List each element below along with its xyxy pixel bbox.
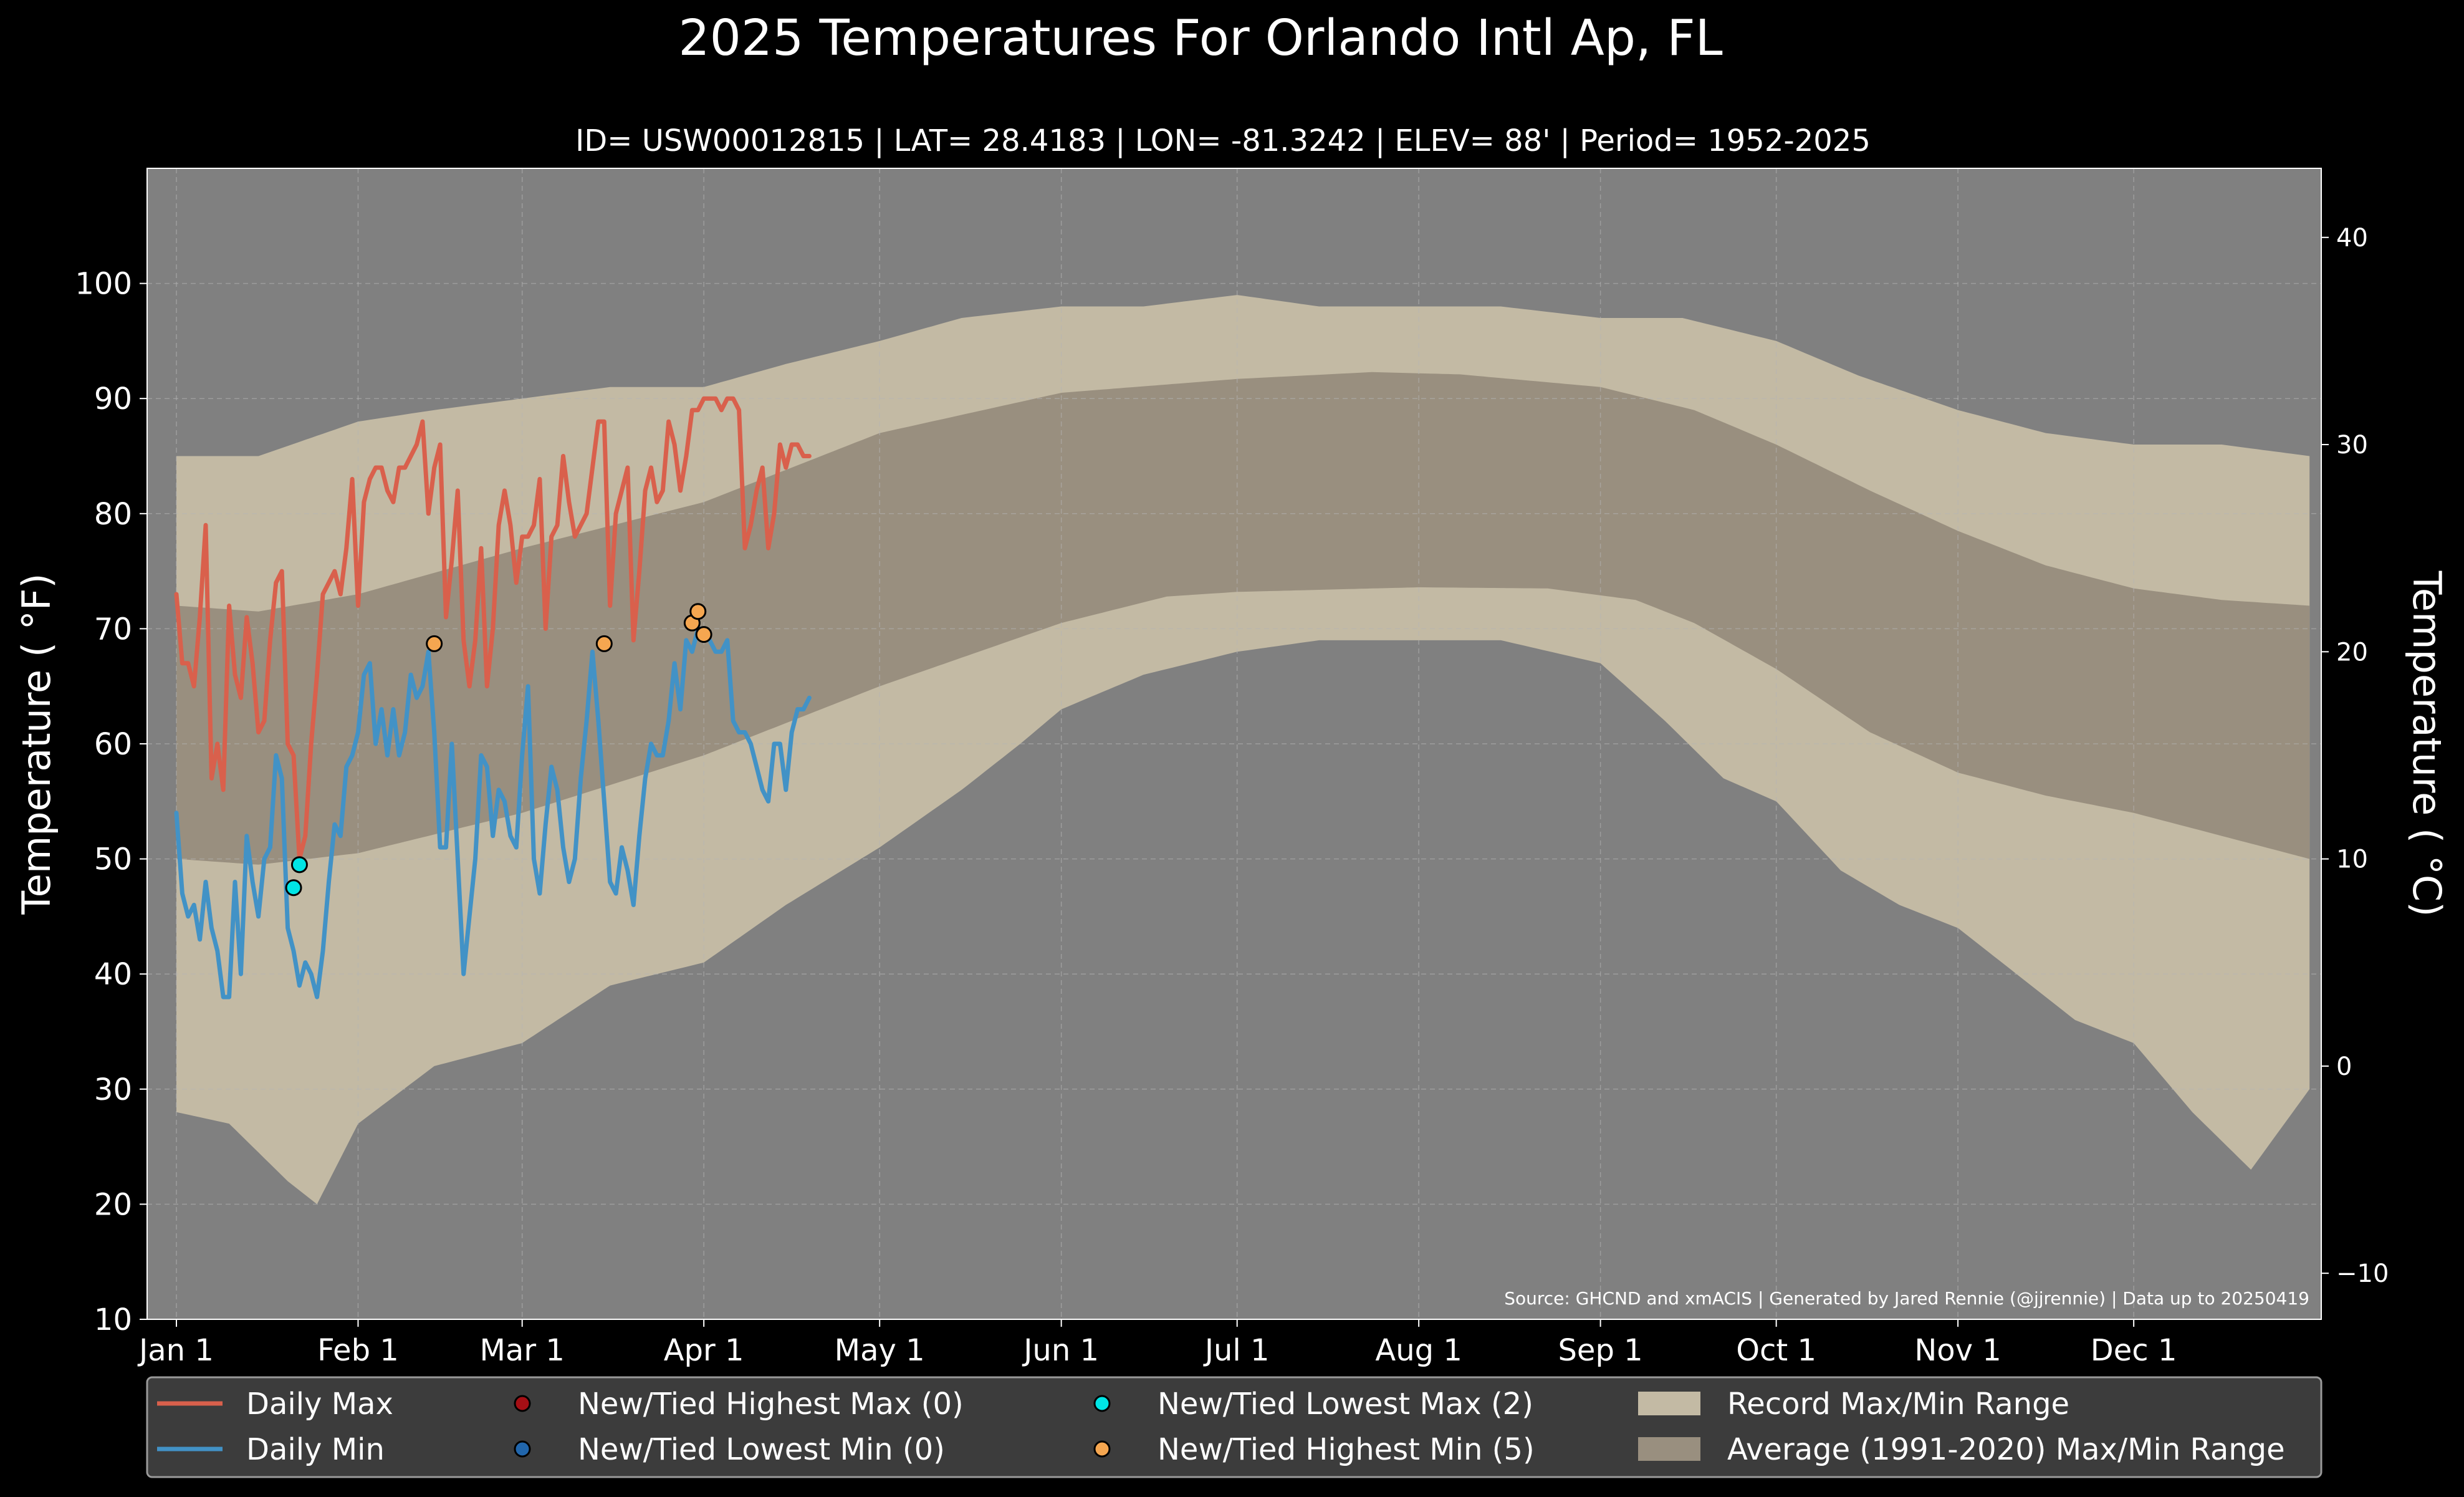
y-right-tick-label: 0: [2336, 1052, 2352, 1081]
daily-max-line: [174, 396, 812, 862]
legend-box: [146, 1376, 2323, 1478]
x-tick-label: Aug 1: [1375, 1333, 1462, 1368]
y-right-tick-label: 40: [2336, 224, 2368, 253]
chart-subtitle: ID= USW00012815 | LAT= 28.4183 | LON= -8…: [575, 123, 1871, 158]
y-tick-label: 60: [94, 727, 132, 762]
y-tick-label: 100: [75, 267, 132, 302]
legend-label: Average (1991-2020) Max/Min Range: [1727, 1432, 2285, 1467]
x-tick-label: Apr 1: [664, 1333, 744, 1368]
legend-swatch-dot: [514, 1395, 531, 1412]
record-markers: [285, 603, 712, 897]
y-tick-label: 10: [94, 1302, 132, 1337]
legend-label: New/Tied Highest Max (0): [578, 1387, 964, 1422]
legend-label: New/Tied Lowest Min (0): [578, 1432, 945, 1467]
y-tick-label: 50: [94, 842, 132, 877]
legend-swatch-patch: [1638, 1437, 1700, 1461]
x-tick-label: Feb 1: [317, 1333, 399, 1368]
y-tick-label: 70: [94, 612, 132, 647]
legend-label: Daily Max: [246, 1387, 393, 1422]
record-marker-point: [689, 603, 707, 620]
record-marker-point: [290, 856, 308, 874]
y-tick-label: 20: [94, 1187, 132, 1222]
y-tick-label: 30: [94, 1072, 132, 1107]
legend-label: New/Tied Lowest Max (2): [1158, 1387, 1533, 1422]
y-tick-label: 90: [94, 382, 132, 416]
legend-swatch-dot: [1093, 1440, 1111, 1458]
x-tick-label: May 1: [835, 1333, 925, 1368]
x-tick-label: Jun 1: [1022, 1333, 1099, 1368]
y-tick-label: 40: [94, 957, 132, 992]
x-tick-label: Mar 1: [480, 1333, 565, 1368]
x-axis: Jan 1 Feb 1 Mar 1 Apr 1 May 1 Jun 1 Jul 1 Aug 1…: [137, 1319, 2177, 1368]
record-marker-point: [426, 635, 443, 652]
y-axis-label-right: Temperature ( °C): [2404, 570, 2450, 917]
y-right-tick-label: 10: [2336, 845, 2368, 874]
y-right-tick-label: −10: [2336, 1259, 2389, 1288]
legend-label: Daily Min: [246, 1432, 385, 1467]
x-tick-label: Oct 1: [1736, 1333, 1816, 1368]
x-tick-label: Jan 1: [137, 1333, 214, 1368]
y-axis-left: 10 20 30 40 50 60 70 80 90 100: [75, 267, 147, 1337]
y-axis-right: −10 0 10 20 30 40: [2321, 224, 2389, 1288]
legend: Daily Max Daily Min New/Tied Highest Max (…: [146, 1376, 2323, 1478]
record-marker-point: [595, 635, 613, 652]
y-axis-label-left: Temperature ( °F): [14, 573, 59, 915]
record-marker-point: [285, 879, 302, 897]
y-right-tick-label: 20: [2336, 638, 2368, 667]
legend-swatch-dot: [514, 1440, 531, 1458]
x-tick-label: Sep 1: [1558, 1333, 1642, 1368]
legend-swatch-patch: [1638, 1392, 1700, 1415]
chart-title: 2025 Temperatures For Orlando Intl Ap, F…: [678, 9, 1722, 67]
record-marker-point: [695, 626, 712, 643]
y-tick-label: 80: [94, 497, 132, 532]
y-right-tick-label: 30: [2336, 431, 2368, 460]
source-note: Source: GHCND and xmACIS | Generated by …: [1504, 1288, 2309, 1309]
x-tick-label: Jul 1: [1203, 1333, 1270, 1368]
legend-label: Record Max/Min Range: [1727, 1387, 2069, 1422]
x-tick-label: Dec 1: [2091, 1333, 2177, 1368]
legend-label: New/Tied Highest Min (5): [1158, 1432, 1535, 1467]
x-tick-label: Nov 1: [1914, 1333, 2001, 1368]
legend-swatch-dot: [1093, 1395, 1111, 1412]
